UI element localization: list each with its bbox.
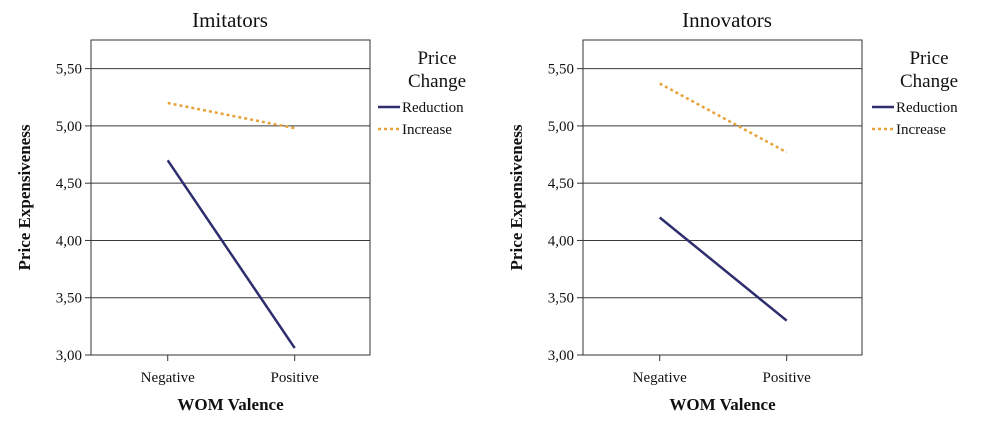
y-tick-label: 3,50 — [56, 291, 82, 307]
y-tick-label: 4,50 — [56, 176, 82, 192]
legend-title: Price — [909, 48, 948, 69]
x-axis-title: WOM Valence — [669, 395, 776, 414]
y-tick-label: 3,50 — [548, 291, 574, 307]
plot-frame — [90, 39, 371, 356]
legend-title: Price — [417, 48, 456, 69]
y-tick-label: 3,00 — [56, 348, 82, 364]
series-line-increase — [659, 82, 788, 154]
legend-entry-increase: Increase — [896, 122, 946, 138]
x-tick-label: Positive — [762, 370, 811, 386]
y-tick-label: 5,50 — [56, 62, 82, 78]
y-tick-label: 4,50 — [548, 176, 574, 192]
chart-panel-innovators: Innovators 3,00 3,50 4,00 4,50 5,00 5,50 Negati… — [507, 8, 958, 414]
y-tick-label: 3,00 — [548, 348, 574, 364]
legend-title: Change — [900, 71, 958, 92]
y-tick-label: 4,00 — [56, 233, 82, 249]
series-line-reduction — [166, 159, 296, 349]
y-tick-label: 5,00 — [548, 119, 574, 135]
chart-title: Innovators — [682, 8, 772, 32]
plot-frame — [582, 39, 863, 356]
y-tick-label: 4,00 — [548, 233, 574, 249]
chart-title: Imitators — [192, 8, 268, 32]
x-tick-label: Negative — [141, 370, 195, 386]
series-line-increase — [167, 101, 295, 130]
legend-entry-reduction: Reduction — [402, 100, 464, 116]
y-tick-label: 5,50 — [548, 62, 574, 78]
legend-entry-increase: Increase — [402, 122, 452, 138]
legend-title: Change — [408, 71, 466, 92]
y-axis-title: Price Expensiveness — [15, 124, 34, 270]
legend-entry-reduction: Reduction — [896, 100, 958, 116]
y-axis-title: Price Expensiveness — [507, 124, 526, 270]
x-axis-title: WOM Valence — [177, 395, 284, 414]
x-tick-label: Positive — [270, 370, 319, 386]
chart-panel-imitators: Imitators 3,00 3,50 4,00 4,50 5,00 5,50 Negativ… — [15, 8, 466, 414]
x-tick-label: Negative — [633, 370, 687, 386]
y-tick-label: 5,00 — [56, 119, 82, 135]
series-line-reduction — [658, 216, 788, 322]
